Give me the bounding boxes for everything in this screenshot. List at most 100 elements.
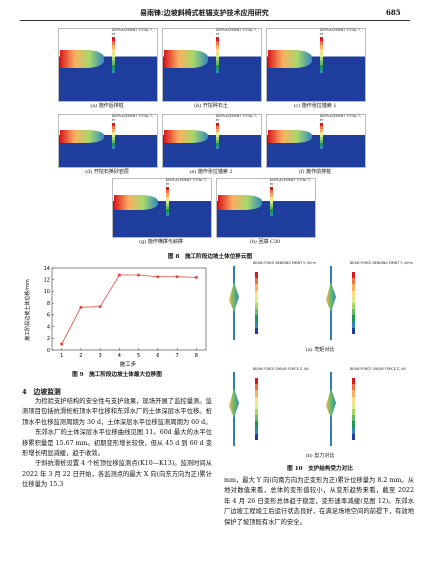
- subfigure-caption: (b) 剪力对比: [305, 453, 335, 459]
- legend-swatch: [165, 212, 169, 216]
- subfigure-caption: (d) 开挖石英砂岩层: [85, 169, 129, 175]
- legend-swatch: [165, 206, 169, 210]
- legend-swatch: [111, 125, 115, 129]
- legend-swatch: [319, 143, 323, 146]
- legend-swatch: [269, 187, 273, 191]
- legend-swatch: [165, 202, 169, 207]
- legend-swatch: [255, 315, 258, 322]
- running-title: 易雨锋:边坡斜椅式桩锚支护技术应用研究: [140, 8, 269, 17]
- legend-swatch: [352, 315, 355, 322]
- legend-swatch: [215, 148, 219, 152]
- subfigure-caption: (g) 施作横撑与斜撑: [139, 239, 183, 245]
- legend-swatch: [319, 56, 323, 61]
- legend-swatch: [215, 68, 219, 73]
- x-tick-label: 4: [118, 353, 121, 359]
- legend-swatch: [215, 137, 219, 141]
- left-column: 为检验支护结构的安全性与支护效果，现场开展了监控量测。监测项目包括抗滑桩桩顶水平…: [22, 397, 212, 491]
- beam-diagram: [229, 282, 239, 312]
- legend-swatch: [111, 64, 115, 69]
- legend-swatch: [165, 187, 169, 191]
- header-rule: [20, 20, 410, 21]
- page-number: 685: [386, 8, 401, 17]
- legend-swatch: [111, 134, 115, 138]
- legend-swatch: [319, 72, 323, 77]
- legend-title: BEAM FORCE BENDING MMNT Y, kN·m: [253, 261, 316, 265]
- legend-swatch: [319, 52, 323, 57]
- x-axis-label: 施工步: [120, 360, 137, 368]
- x-tick-label: 7: [176, 353, 179, 359]
- legend-swatch: [352, 309, 355, 316]
- data-point: [195, 276, 198, 279]
- legend-swatch: [352, 402, 355, 409]
- legend-swatch: [111, 137, 115, 141]
- subfigure-caption: (a) 施作后排桩: [90, 103, 124, 109]
- beam-diagram: [326, 388, 336, 418]
- legend-swatch: [255, 296, 258, 303]
- data-point: [60, 342, 63, 346]
- subfigure-caption: (a) 弯矩对比: [305, 347, 335, 353]
- y-tick-label: 6: [47, 313, 50, 319]
- legend-swatch: [215, 125, 219, 129]
- data-point: [118, 273, 121, 277]
- legend-swatch: [215, 123, 219, 126]
- legend-swatch: [215, 131, 219, 135]
- y-tick-label: 12: [44, 278, 50, 284]
- y-tick-label: 8: [47, 301, 50, 307]
- legend-swatch: [165, 215, 169, 219]
- figure-caption: 图 10 支护结构受力对比: [287, 466, 353, 472]
- y-axis-label: 施工阶段边坡土体位移/mm: [24, 279, 31, 341]
- legend-swatch: [215, 140, 219, 144]
- legend-title: BEAM FORCE SHEAR FORCE Z, kN: [350, 367, 406, 371]
- contour-band: [218, 195, 263, 210]
- legend-swatch: [255, 390, 258, 397]
- right-column: mm，最大 Y 向(向南方向为正变形为正)累计位移量为 8.2 mm。从地对数值…: [224, 476, 414, 528]
- subfigure-caption: (c) 施作张拉锚索 1: [293, 103, 337, 109]
- legend-swatch: [352, 409, 355, 416]
- legend-swatch: [111, 128, 115, 132]
- section-heading: 4 边坡监测: [22, 388, 61, 396]
- legend-swatch: [255, 384, 258, 391]
- y-tick-label: 0: [47, 348, 50, 354]
- legend-swatch: [215, 60, 219, 65]
- paragraph: 东郊水厂的土体深层水平位移曲线见图 11。60d 最大的水平位移累积量是 15.…: [22, 429, 212, 458]
- legend-swatch: [215, 72, 219, 77]
- legend-swatch: [111, 68, 115, 73]
- legend-swatch: [269, 212, 273, 216]
- legend-swatch: [352, 272, 355, 279]
- x-tick-label: 3: [99, 353, 102, 359]
- contour-band: [60, 129, 105, 143]
- legend-title: DISPLACEMENT TOTAL T, m: [319, 28, 362, 36]
- legend-swatch: [352, 390, 355, 397]
- legend-swatch: [255, 378, 258, 385]
- subfigure-caption: (f) 施作前排桩: [298, 169, 332, 175]
- legend-swatch: [319, 140, 323, 144]
- legend-title: BEAM FORCE SHEAR FORCE Z, kN: [253, 367, 309, 371]
- legend-swatch: [215, 64, 219, 69]
- legend-swatch: [165, 199, 169, 203]
- legend-swatch: [255, 284, 258, 291]
- legend-swatch: [352, 384, 355, 391]
- legend-swatch: [111, 131, 115, 135]
- contour-band: [164, 49, 209, 68]
- legend-swatch: [255, 272, 258, 279]
- legend-swatch: [111, 60, 115, 65]
- legend-swatch: [165, 193, 169, 197]
- legend-swatch: [269, 193, 273, 197]
- contour-band: [114, 195, 159, 210]
- legend-swatch: [165, 209, 169, 213]
- legend-swatch: [319, 37, 323, 41]
- legend-swatch: [255, 309, 258, 316]
- legend-swatch: [255, 409, 258, 416]
- legend-swatch: [319, 48, 323, 53]
- contour-band: [268, 129, 313, 143]
- legend-swatch: [255, 433, 258, 440]
- legend-swatch: [352, 290, 355, 297]
- legend-title: DISPLACEMENT TOTAL T, m: [269, 178, 312, 186]
- legend-swatch: [352, 421, 355, 428]
- legend-title: DISPLACEMENT TOTAL T, m: [165, 178, 208, 186]
- legend-title: DISPLACEMENT TOTAL T, m: [111, 28, 154, 36]
- legend-swatch: [215, 56, 219, 61]
- legend-swatch: [215, 145, 219, 149]
